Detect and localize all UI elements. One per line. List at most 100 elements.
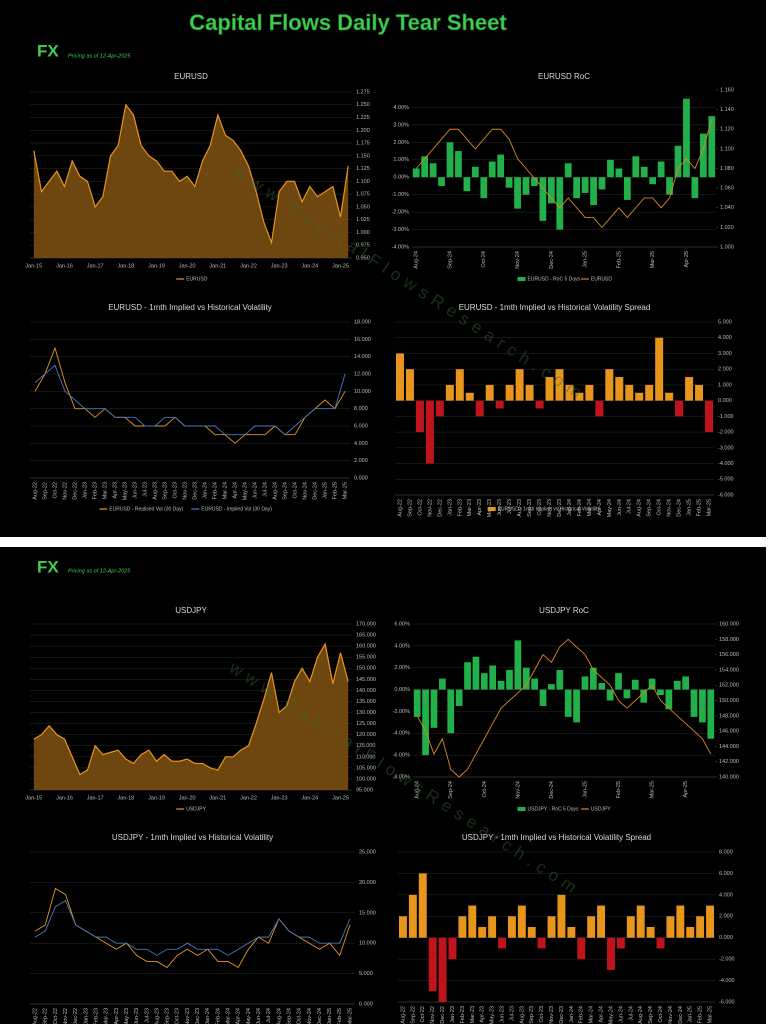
y-tick-label: 6.000 [719,871,733,877]
y-tick-label: 1.020 [720,225,734,231]
line [416,638,712,778]
bar [632,156,640,178]
x-tick-label: Nov-23 [185,1008,191,1024]
y-tick-label: 4.000 [719,892,733,898]
bar [531,678,538,690]
bar [640,689,648,703]
bar [395,353,404,401]
y-tick-label: 8.000 [719,849,733,855]
bar [429,163,437,178]
y-tick-label: 95.000 [356,787,373,793]
bar [565,384,574,401]
bar [422,689,429,756]
bar [675,400,684,417]
x-tick-label: Jan-24 [301,263,318,269]
x-tick-label: Nov-22 [430,1006,436,1024]
chart: USDJPY - 1mth Implied vs Historical Vola… [30,833,376,1024]
bar [556,669,564,690]
y-tick-label: 125.000 [356,721,376,727]
chart-title: USDJPY RoC [539,606,589,615]
bar [505,384,514,401]
x-tick-label: Feb-24 [577,499,583,516]
x-tick-label: Dec-24 [549,781,555,799]
y-tick-label: 160.000 [356,644,376,650]
bar [595,400,604,417]
y-tick-label: 1.275 [356,89,370,95]
x-tick-label: Feb-23 [93,1008,99,1024]
x-tick-label: Jun-23 [497,499,503,516]
bar [525,384,534,401]
y-tick-label: 6.000 [354,423,368,429]
bar [455,689,463,706]
bar [408,894,417,938]
bar [636,905,645,938]
chart: USDJPY 95.000 100.000 105.000 110.000 115.000… [25,606,375,812]
x-tick-label: Aug-22 [400,1006,406,1024]
bar [545,377,554,401]
x-tick-label: Sep-24 [282,482,288,500]
x-tick-label: Aug-24 [415,781,421,799]
y-tick-label: -3.00% [392,227,410,233]
bar [506,669,513,690]
x-tick-label: Feb-23 [460,1006,466,1023]
x-tick-label: Dec-22 [73,1008,79,1024]
bar [458,916,467,938]
bar [556,177,564,230]
y-tick-label: 1.225 [356,115,370,121]
x-tick-label: Sep-22 [42,482,48,500]
x-tick-label: Oct-22 [420,1006,426,1023]
y-tick-label: 4.000 [718,335,732,341]
y-tick-label: 5.000 [359,971,373,977]
bar [581,676,589,690]
x-tick-label: Mar-23 [470,1006,476,1023]
x-tick-label: Sep-22 [407,499,413,517]
x-tick-label: Aug-24 [272,482,278,500]
x-tick-label: Oct-24 [481,251,487,268]
bar [575,392,584,401]
x-tick-label: Aug-23 [519,1006,525,1024]
x-tick-label: Feb-25 [697,499,703,516]
y-tick-label: 5.000 [718,319,732,325]
x-tick-label: Aug-24 [414,251,420,269]
legend-label: EURUSD [186,276,208,282]
bar [631,679,639,690]
bar [468,905,477,938]
bar [488,916,497,938]
bar [676,905,685,938]
bar [439,678,446,690]
bar [615,168,623,178]
x-tick-label: Aug-22 [32,482,38,500]
pricing-date: Pricing as of 12-Apr-2025 [68,53,131,59]
y-tick-label: 15.000 [359,910,376,916]
x-tick-label: Jul-24 [627,499,633,514]
y-tick-label: 1.200 [356,128,370,134]
y-tick-label: -4.000 [718,461,734,467]
bar [705,400,714,433]
y-tick-label: -2.000 [719,957,735,963]
x-tick-label: Jul-23 [142,482,148,497]
x-tick-label: Jan-21 [209,795,226,801]
legend-swatch [517,277,526,281]
bar [646,927,655,938]
y-tick-label: 25.000 [359,849,376,855]
chart-title: EURUSD - 1mth Implied vs Historical Vola… [459,303,651,312]
bar [514,177,521,209]
x-tick-label: Apr-23 [112,482,118,499]
bar [531,177,538,186]
x-tick-label: Oct-23 [175,1008,181,1024]
bar [480,177,488,199]
x-tick-label: May-24 [242,482,248,500]
y-tick-label: 140.000 [356,688,376,694]
x-tick-label: Nov-24 [667,499,673,517]
bar [597,905,606,938]
x-tick-label: Jan-16 [56,795,73,801]
x-tick-label: Jan-15 [25,795,42,801]
chart-title: USDJPY - 1mth Implied vs Historical Vola… [112,833,273,842]
y-tick-label: 150.000 [356,666,376,672]
bar [430,689,438,728]
y-tick-label: 1.100 [720,146,734,152]
x-tick-label: Apr-25 [683,781,689,798]
x-tick-label: May-23 [124,1008,130,1024]
x-tick-label: Jan-25 [688,1006,694,1023]
